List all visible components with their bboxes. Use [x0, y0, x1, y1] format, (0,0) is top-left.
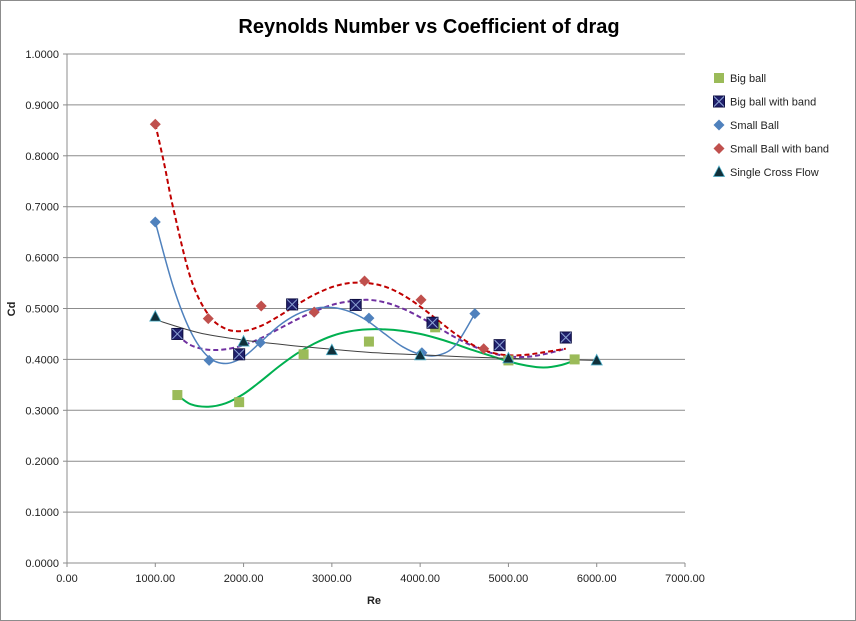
- trendline-big-ball: [176, 328, 575, 408]
- legend-label-small-ball: Small Ball: [730, 120, 779, 132]
- y-tick-label: 0.2000: [25, 456, 59, 468]
- point-single-cross-flow: [325, 343, 339, 356]
- point-small-ball: [203, 354, 215, 366]
- point-single-cross-flow: [413, 348, 427, 361]
- y-tick-label: 0.3000: [25, 405, 59, 417]
- y-axis-label: Cd: [6, 302, 18, 317]
- legend-marker-small-ball: [713, 119, 725, 131]
- legend-marker-big-ball-with-band: [713, 95, 725, 108]
- y-tick-label: 0.6000: [25, 253, 59, 265]
- point-big-ball: [363, 336, 374, 347]
- point-big-ball-with-band: [286, 298, 299, 311]
- legend-marker-big-ball: [714, 73, 724, 83]
- legend: Big ball Big ball with band Small Ball Smal…: [712, 73, 829, 179]
- point-small-ball-with-band: [359, 275, 371, 287]
- x-tick-label: 7000.00: [665, 573, 705, 585]
- chart-title: Reynolds Number vs Coefficient of drag: [238, 16, 619, 38]
- point-big-ball-with-band: [426, 316, 439, 329]
- x-tick-labels: 0.00 1000.00 2000.00 3000.00 4000.00 5000.00 6…: [56, 573, 705, 585]
- point-small-ball: [469, 308, 481, 320]
- series-big-ball-with-band: [171, 298, 572, 361]
- x-tick-label: 1000.00: [135, 573, 175, 585]
- axes: [63, 53, 686, 567]
- point-small-ball: [254, 337, 266, 349]
- series-small-ball: [149, 216, 481, 366]
- point-big-ball-with-band: [493, 339, 506, 352]
- y-tick-label: 0.5000: [25, 304, 59, 316]
- y-tick-label: 0.9000: [25, 100, 59, 112]
- x-tick-label: 6000.00: [577, 573, 617, 585]
- point-big-ball: [172, 390, 183, 401]
- y-tick-label: 0.4000: [25, 354, 59, 366]
- y-tick-labels: 0.0000 0.1000 0.2000 0.3000 0.4000 0.5000 0.60…: [25, 49, 59, 570]
- point-single-cross-flow: [590, 353, 603, 366]
- point-small-ball-with-band: [202, 313, 214, 325]
- x-tick-label: 4000.00: [400, 573, 440, 585]
- trendline-small-ball-with-band: [154, 123, 566, 357]
- point-big-ball: [569, 354, 580, 365]
- point-small-ball-with-band: [478, 343, 490, 355]
- legend-label-small-ball-with-band: Small Ball with band: [730, 144, 829, 156]
- y-tick-label: 1.0000: [25, 49, 59, 61]
- point-big-ball: [234, 397, 245, 408]
- point-small-ball-with-band: [255, 300, 267, 312]
- y-tick-label: 0.0000: [25, 558, 59, 570]
- point-big-ball-with-band: [171, 327, 184, 340]
- point-big-ball-with-band: [349, 298, 362, 311]
- x-tick-label: 2000.00: [224, 573, 264, 585]
- point-single-cross-flow: [502, 351, 515, 364]
- point-single-cross-flow: [237, 334, 250, 347]
- data-points: [149, 118, 603, 408]
- x-tick-label: 5000.00: [489, 573, 529, 585]
- x-axis-label: Re: [367, 595, 381, 607]
- x-tick-label: 3000.00: [312, 573, 352, 585]
- trendline-single-cross-flow: [155, 319, 597, 361]
- trendlines: [154, 123, 597, 408]
- point-single-cross-flow: [149, 309, 162, 322]
- gridlines: [67, 53, 685, 513]
- point-small-ball: [149, 216, 161, 228]
- x-tick-label: 0.00: [56, 573, 77, 585]
- y-tick-label: 0.1000: [25, 507, 59, 519]
- series-small-ball-with-band: [149, 118, 490, 355]
- legend-label-big-ball: Big ball: [730, 73, 766, 85]
- point-big-ball-with-band: [233, 348, 246, 361]
- y-tick-label: 0.8000: [25, 151, 59, 163]
- point-big-ball: [298, 349, 309, 360]
- legend-marker-small-ball-with-band: [713, 143, 725, 154]
- series-single-cross-flow: [149, 309, 603, 366]
- legend-label-single-cross-flow: Single Cross Flow: [730, 167, 819, 179]
- legend-marker-single-cross-flow: [712, 165, 726, 177]
- point-small-ball-with-band: [149, 118, 161, 130]
- legend-label-big-ball-with-band: Big ball with band: [730, 97, 816, 109]
- point-big-ball-with-band: [559, 331, 572, 344]
- point-small-ball-with-band: [415, 294, 427, 306]
- point-small-ball-with-band: [308, 306, 320, 318]
- y-tick-label: 0.7000: [25, 202, 59, 214]
- point-small-ball: [363, 312, 375, 324]
